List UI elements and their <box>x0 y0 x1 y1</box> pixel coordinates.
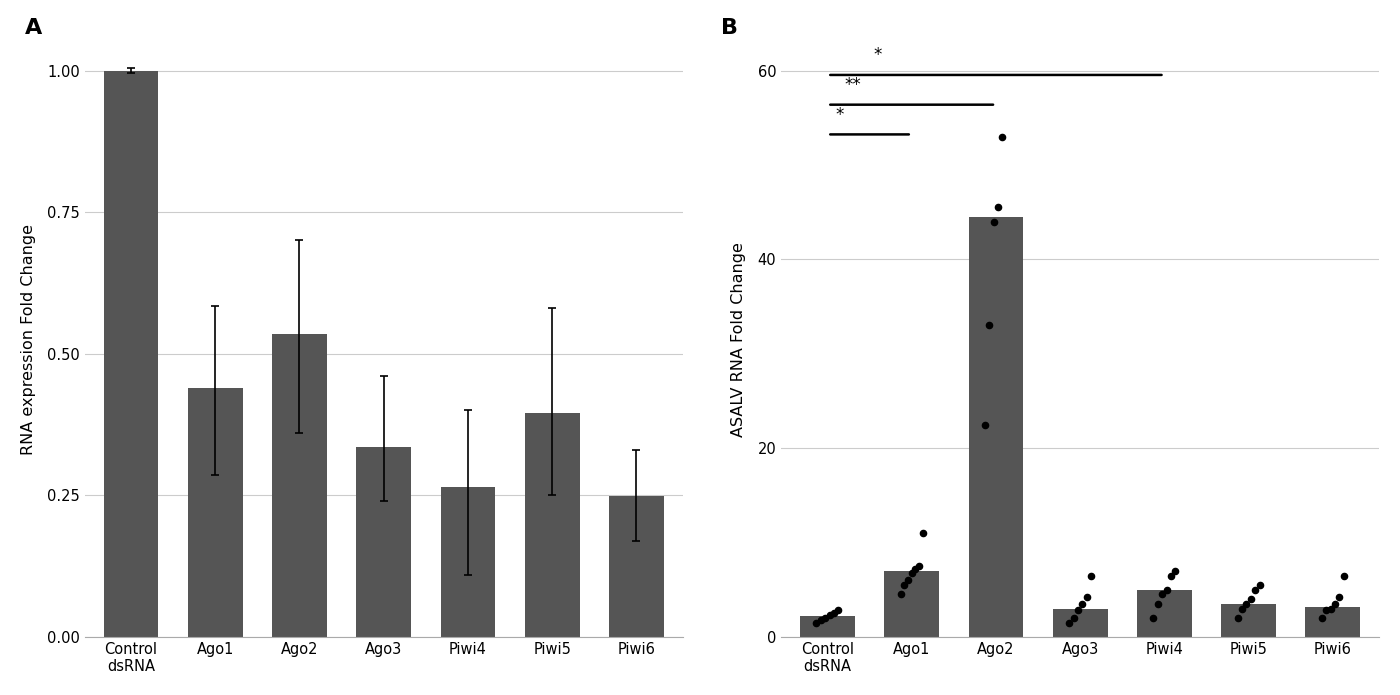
Y-axis label: ASALV RNA Fold Change: ASALV RNA Fold Change <box>731 242 746 437</box>
Bar <box>1305 607 1361 637</box>
Bar <box>104 71 158 637</box>
Bar <box>1137 590 1191 637</box>
Point <box>1067 605 1089 616</box>
Point <box>987 202 1009 213</box>
Point <box>809 614 832 626</box>
Bar <box>1053 609 1107 637</box>
Bar <box>525 414 580 637</box>
Point <box>805 617 827 628</box>
Point <box>1249 580 1271 591</box>
Point <box>1058 617 1081 628</box>
Point <box>819 610 841 621</box>
Point <box>1310 612 1333 623</box>
Y-axis label: RNA expression Fold Change: RNA expression Fold Change <box>21 224 36 455</box>
Point <box>1063 612 1085 623</box>
Bar <box>1221 604 1275 637</box>
Point <box>1079 570 1102 581</box>
Point <box>823 607 846 619</box>
Point <box>1324 598 1347 610</box>
Point <box>1151 589 1173 600</box>
Point <box>979 320 1001 331</box>
Bar <box>885 571 939 637</box>
Point <box>1329 591 1351 603</box>
Point <box>827 605 850 616</box>
Text: *: * <box>874 47 882 64</box>
Text: *: * <box>836 106 844 124</box>
Point <box>1333 570 1355 581</box>
Text: B: B <box>721 19 738 38</box>
Point <box>1245 584 1267 596</box>
Point <box>1239 594 1261 605</box>
Bar <box>969 217 1023 637</box>
Point <box>897 575 920 586</box>
Point <box>900 567 923 578</box>
Point <box>907 561 930 572</box>
Text: A: A <box>25 19 42 38</box>
Bar <box>272 334 326 637</box>
Point <box>904 564 927 575</box>
Point <box>1165 565 1187 576</box>
Point <box>893 580 916 591</box>
Point <box>1159 570 1182 581</box>
Point <box>1075 591 1098 603</box>
Bar <box>609 496 664 637</box>
Point <box>889 589 911 600</box>
Text: **: ** <box>844 76 861 94</box>
Point <box>983 216 1005 227</box>
Point <box>1071 598 1093 610</box>
Point <box>1319 603 1341 614</box>
Bar <box>188 388 242 637</box>
Bar <box>357 447 412 637</box>
Point <box>911 528 934 539</box>
Point <box>1231 603 1253 614</box>
Point <box>974 419 997 430</box>
Point <box>1226 612 1249 623</box>
Point <box>1142 612 1165 623</box>
Point <box>991 131 1014 142</box>
Bar <box>799 616 855 637</box>
Bar <box>441 486 496 637</box>
Point <box>813 612 836 623</box>
Point <box>1147 598 1169 610</box>
Point <box>1155 584 1177 596</box>
Point <box>1315 605 1337 616</box>
Point <box>1235 598 1257 610</box>
